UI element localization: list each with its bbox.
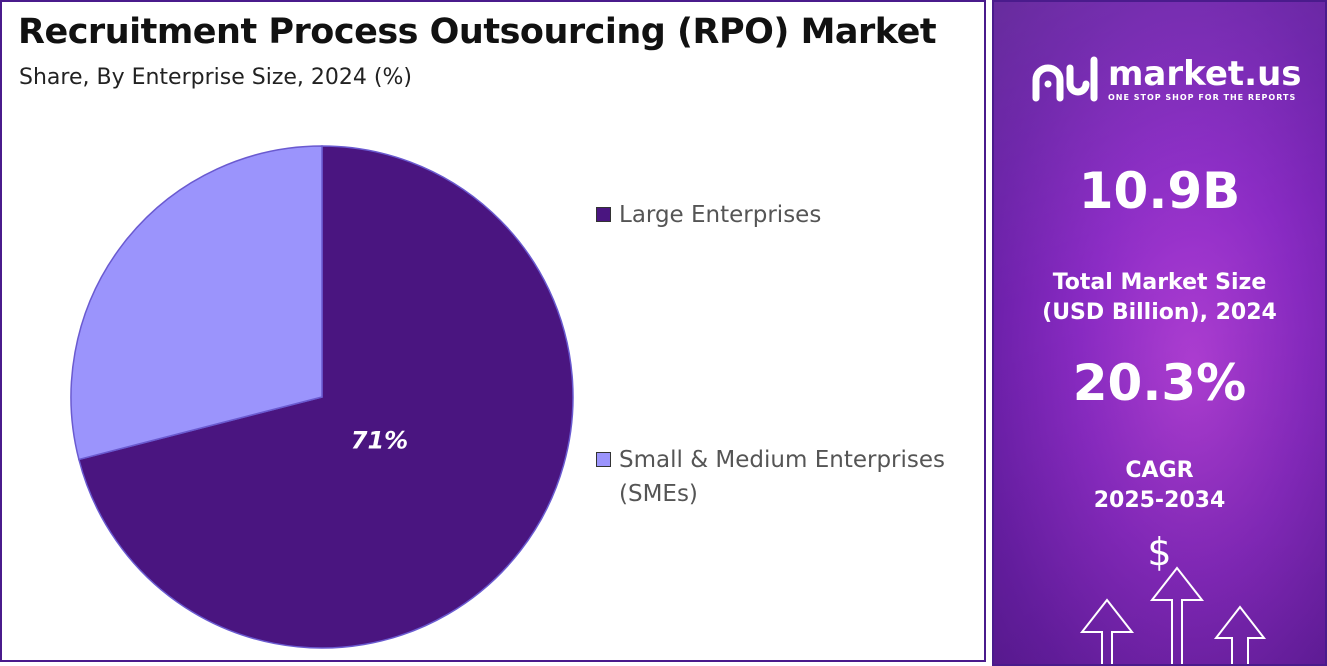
legend-swatch-smes [596, 452, 611, 467]
market-size-label-line2: (USD Billion), 2024 [1042, 300, 1277, 325]
cagr-label-line1: CAGR [1125, 458, 1194, 483]
brand-logo: market.us ONE STOP SHOP FOR THE REPORTS [1032, 54, 1302, 104]
market-size-value: 10.9B [1078, 162, 1241, 220]
data-label-large-enterprises: 71% [351, 427, 408, 455]
legend-swatch-large-enterprises [596, 207, 611, 222]
pie-slice-smes [70, 145, 323, 461]
legend-label-smes: Small & Medium Enterprises (SMEs) [619, 447, 946, 507]
brand-tagline: ONE STOP SHOP FOR THE REPORTS [1108, 92, 1297, 102]
dollar-icon: $ [1147, 530, 1172, 574]
legend-item-large-enterprises: Large Enterprises [596, 198, 979, 232]
pie-slice-large-enterprises [77, 145, 574, 649]
pie-chart: 71% [70, 145, 574, 649]
legend-item-smes: Small & Medium Enterprises (SMEs) [596, 443, 979, 511]
market-us-logo-icon [1032, 56, 1098, 102]
chart-subtitle: Share, By Enterprise Size, 2024 (%) [19, 65, 412, 90]
legend-label-large-enterprises: Large Enterprises [619, 202, 822, 228]
cagr-label-line2: 2025-2034 [1093, 488, 1226, 513]
brand-name: market.us [1108, 53, 1302, 94]
growth-arrows-icon [1079, 566, 1267, 664]
summary-panel: market.us ONE STOP SHOP FOR THE REPORTS … [992, 0, 1327, 666]
cagr-value: 20.3% [1072, 354, 1247, 412]
chart-panel: Recruitment Process Outsourcing (RPO) Ma… [0, 0, 986, 662]
market-size-label-line1: Total Market Size [1052, 270, 1267, 295]
chart-title: Recruitment Process Outsourcing (RPO) Ma… [18, 12, 937, 52]
